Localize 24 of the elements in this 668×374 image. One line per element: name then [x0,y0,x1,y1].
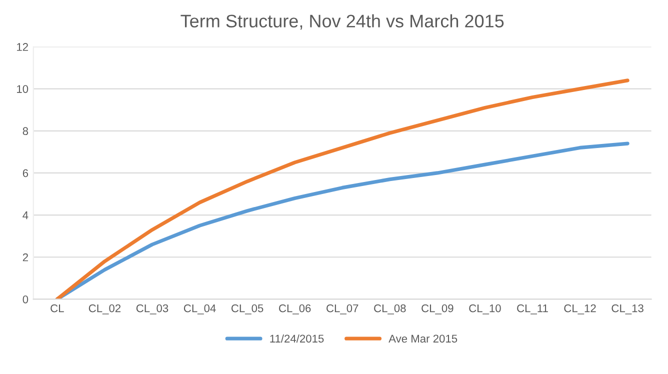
x-tick-label: CL_11 [517,304,548,314]
line-series [55,78,630,300]
y-tick-label: 2 [22,253,28,262]
x-tick-label: CL_04 [184,304,216,314]
x-tick-label: CL_06 [279,304,311,314]
x-tick-label: CL_08 [374,304,406,314]
legend-label: Ave Mar 2015 [388,334,458,343]
y-tick-label: 10 [17,85,28,93]
y-tick-label: 12 [17,43,28,51]
x-tick-label: CL_05 [231,304,264,314]
legend-label: 11/24/2015 [270,334,324,343]
chart-title: Term Structure, Nov 24th vs March 2015 [180,14,504,30]
x-tick-label: CL_13 [612,304,644,314]
y-tick-label: 8 [22,127,28,136]
y-tick-label: 6 [22,169,28,178]
y-tick-label: 0 [22,295,28,304]
y-tick-label: 4 [22,211,28,220]
x-tick-label: CL_12 [564,304,596,314]
x-tick-label: CL_07 [326,304,358,314]
x-tick-label: CL_09 [422,304,454,314]
x-tick-label: CL [50,304,64,312]
x-tick-label: CL_10 [469,304,501,314]
x-tick-label: CL_03 [136,304,168,314]
x-tick-label: CL_02 [88,304,121,314]
